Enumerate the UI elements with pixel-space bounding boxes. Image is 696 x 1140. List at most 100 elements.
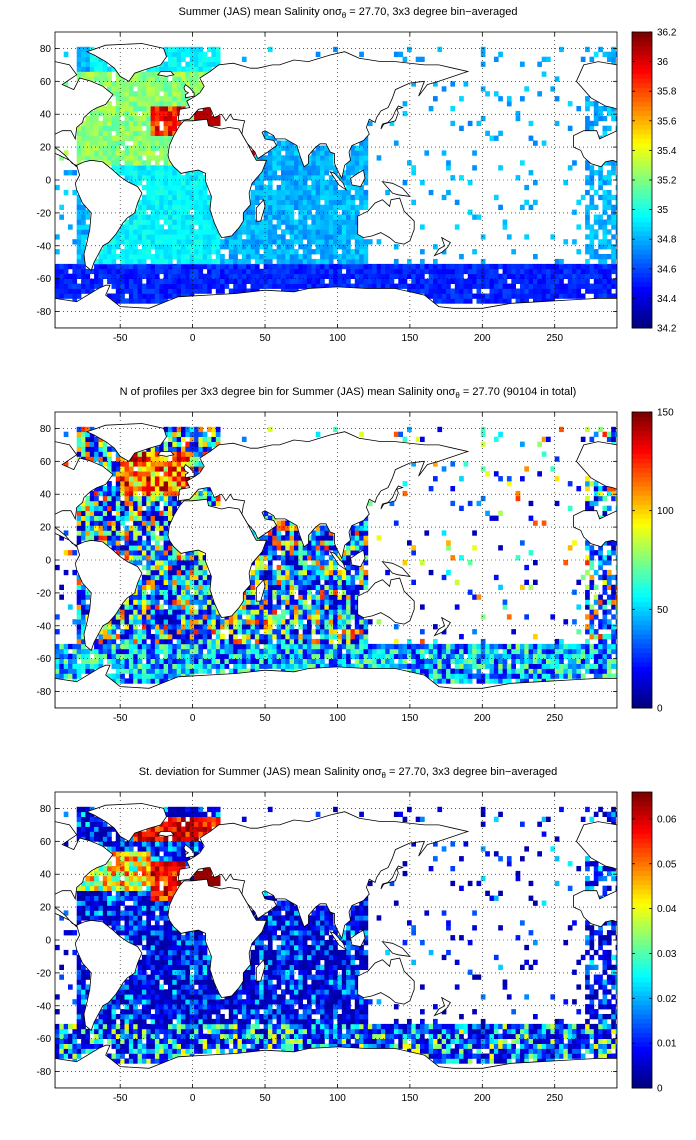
bin-cell [150,71,156,77]
bin-cell [228,648,234,655]
bin-cell [176,180,182,186]
bin-cell [272,584,277,590]
bin-cell [333,204,338,210]
bin-cell [146,165,151,171]
bin-cell [267,239,273,245]
bin-cell [341,219,347,225]
bin-cell [115,525,121,531]
bin-cell [454,653,460,659]
bin-cell [176,619,182,625]
bin-cell [354,254,360,260]
bin-cell [311,273,317,279]
bin-cell [580,574,586,581]
bin-cell [363,204,369,210]
bin-cell [128,278,134,284]
coastline-southAmerica [74,159,143,272]
bin-cell [354,209,360,215]
bin-cell [389,268,395,275]
bin-cell [515,268,521,275]
bin-cell [302,604,308,610]
bin-cell [124,273,130,279]
bin-cell [76,160,82,166]
bin-cell [476,594,482,600]
bin-cell [68,293,73,299]
bin-cell [307,584,312,590]
bin-cell [546,273,551,279]
bin-cell [181,244,186,250]
bin-cell [120,254,125,260]
bin-cell [294,604,299,610]
bin-cell [446,678,451,684]
bin-cell [172,125,177,131]
bin-cell [59,288,64,294]
bin-cell [254,658,260,664]
bin-cell [159,81,164,87]
bin-cell [185,81,191,87]
bin-cell [324,574,330,581]
bin-cell [154,560,160,566]
bin-cell [198,283,204,289]
bin-cell [572,278,577,284]
bin-cell [55,614,60,620]
bin-cell [337,643,343,650]
bin-cell [111,540,117,546]
bin-cell [202,115,208,122]
bin-cell [267,643,273,650]
bin-cell [267,175,273,181]
bin-cell [181,638,186,645]
bin-cell [450,278,456,284]
bin-cell [411,263,416,270]
bin-cell [172,96,177,102]
bin-cell [385,273,390,279]
colorbar-step [632,69,652,75]
bin-cell [328,204,334,210]
bin-cell [254,273,260,279]
theta-subscript: θ [341,11,347,21]
bin-cell [476,678,482,684]
bin-cell [141,101,147,107]
bin-cell [137,273,143,279]
bin-cell [294,194,299,201]
bin-cell [59,273,64,279]
bin-cell [446,263,451,270]
bin-cell [181,101,186,107]
bin-cell [128,160,134,166]
bin-cell [154,184,160,191]
bin-cell [320,214,325,220]
bin-cell [120,550,125,556]
bin-cell [207,254,212,260]
bin-cell [59,594,64,600]
bin-cell [267,224,273,230]
bin-cell [611,234,616,240]
bin-cell [159,663,164,669]
bin-cell [168,101,173,107]
bin-cell [207,120,212,127]
bin-cell [181,234,186,240]
bin-cell [137,101,143,107]
bin-cell [328,254,334,260]
bin-cell [120,249,125,255]
bin-cell [237,638,243,645]
bin-cell [115,91,121,97]
bin-cell [437,293,443,299]
bin-cell [407,263,412,270]
bin-cell [137,545,143,551]
bin-cell [76,61,82,67]
bin-cell [367,658,373,664]
bin-cell [159,648,164,655]
bin-cell [276,140,282,146]
bin-cell [272,555,277,561]
bin-cell [254,180,260,186]
bin-cell [159,604,164,610]
bin-cell [207,614,212,620]
bin-cell [198,81,204,87]
bin-cell [359,263,364,270]
bin-cell [228,629,234,635]
bin-cell [420,629,425,635]
bin-cell [137,293,143,299]
bin-cell [154,160,160,166]
bin-cell [267,574,273,581]
bin-cell [459,273,464,279]
bin-cell [63,530,69,536]
bin-cell [281,244,286,250]
